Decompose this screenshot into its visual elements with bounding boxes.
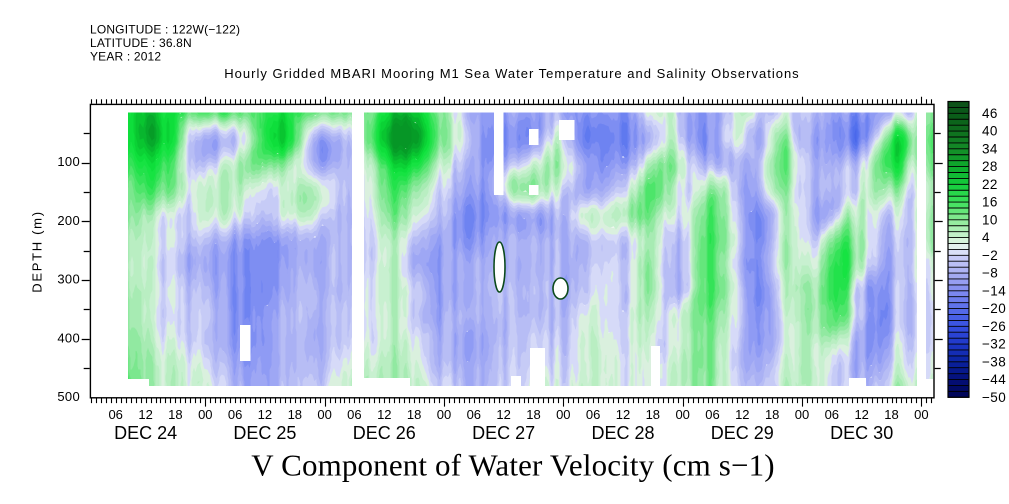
svg-text:06: 06 — [586, 407, 600, 422]
svg-text:18: 18 — [288, 407, 302, 422]
svg-text:YEAR : 2012: YEAR : 2012 — [90, 49, 161, 63]
svg-text:00: 00 — [317, 407, 331, 422]
svg-text:−14: −14 — [982, 283, 1006, 298]
svg-text:00: 00 — [437, 407, 451, 422]
svg-text:46: 46 — [982, 106, 998, 121]
svg-text:18: 18 — [526, 407, 540, 422]
svg-text:DEC 24: DEC 24 — [114, 423, 177, 443]
svg-text:300: 300 — [57, 272, 80, 287]
svg-text:40: 40 — [982, 124, 998, 139]
svg-text:V Component of Water Velocity: V Component of Water Velocity (cm s−1) — [251, 448, 775, 483]
svg-text:DEC 29: DEC 29 — [711, 423, 774, 443]
svg-text:00: 00 — [675, 407, 689, 422]
svg-text:12: 12 — [258, 407, 272, 422]
svg-text:00: 00 — [795, 407, 809, 422]
svg-text:LONGITUDE : 122W(−122): LONGITUDE : 122W(−122) — [90, 23, 240, 37]
svg-text:06: 06 — [108, 407, 122, 422]
svg-text:100: 100 — [57, 154, 80, 169]
svg-text:06: 06 — [347, 407, 361, 422]
svg-text:−44: −44 — [982, 372, 1006, 387]
svg-text:DEC 30: DEC 30 — [830, 423, 893, 443]
svg-text:DEC 28: DEC 28 — [591, 423, 654, 443]
svg-text:12: 12 — [735, 407, 749, 422]
svg-text:Hourly Gridded MBARI Mooring M: Hourly Gridded MBARI Mooring M1 Sea Wate… — [224, 66, 799, 81]
svg-text:00: 00 — [914, 407, 928, 422]
svg-text:34: 34 — [982, 141, 998, 156]
svg-text:−26: −26 — [982, 319, 1006, 334]
svg-text:28: 28 — [982, 159, 998, 174]
svg-text:22: 22 — [982, 177, 998, 192]
svg-text:DEC 27: DEC 27 — [472, 423, 535, 443]
svg-text:16: 16 — [982, 195, 998, 210]
svg-text:DEC 25: DEC 25 — [233, 423, 296, 443]
svg-text:18: 18 — [168, 407, 182, 422]
svg-text:12: 12 — [138, 407, 152, 422]
svg-text:06: 06 — [825, 407, 839, 422]
svg-text:18: 18 — [765, 407, 779, 422]
svg-text:12: 12 — [496, 407, 510, 422]
svg-text:−32: −32 — [982, 337, 1006, 352]
svg-text:DEPTH (m): DEPTH (m) — [30, 210, 45, 292]
svg-text:−50: −50 — [982, 390, 1006, 405]
svg-text:18: 18 — [646, 407, 660, 422]
svg-text:18: 18 — [884, 407, 898, 422]
svg-text:12: 12 — [377, 407, 391, 422]
svg-text:00: 00 — [198, 407, 212, 422]
svg-text:06: 06 — [467, 407, 481, 422]
svg-text:500: 500 — [57, 389, 80, 404]
svg-text:−38: −38 — [982, 354, 1006, 369]
svg-text:06: 06 — [228, 407, 242, 422]
svg-text:−8: −8 — [982, 266, 998, 281]
svg-text:06: 06 — [705, 407, 719, 422]
svg-text:10: 10 — [982, 212, 998, 227]
svg-text:DEC 26: DEC 26 — [353, 423, 416, 443]
svg-text:4: 4 — [982, 230, 990, 245]
svg-text:−2: −2 — [982, 248, 998, 263]
svg-text:18: 18 — [407, 407, 421, 422]
svg-text:LATITUDE : 36.8N: LATITUDE : 36.8N — [90, 36, 192, 50]
svg-text:−20: −20 — [982, 301, 1006, 316]
svg-text:12: 12 — [616, 407, 630, 422]
svg-text:200: 200 — [57, 213, 80, 228]
svg-text:400: 400 — [57, 330, 80, 345]
svg-text:12: 12 — [854, 407, 868, 422]
svg-text:00: 00 — [556, 407, 570, 422]
